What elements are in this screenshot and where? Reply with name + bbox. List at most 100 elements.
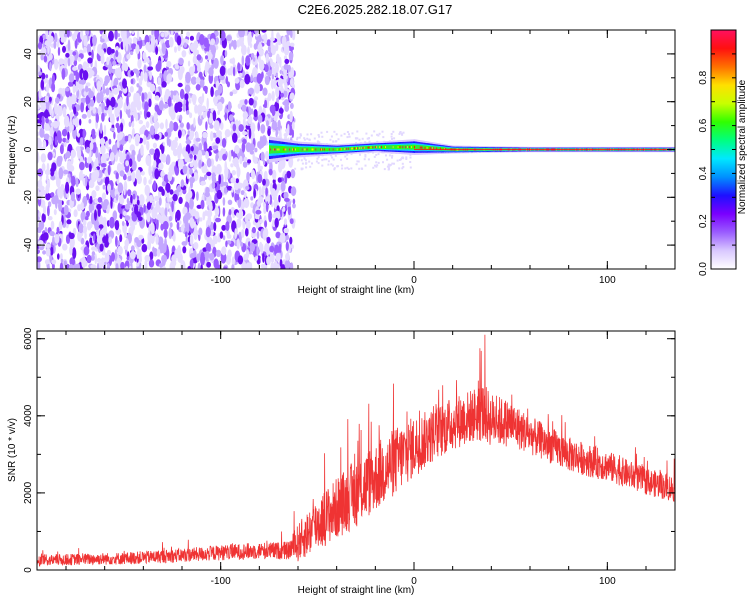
heatmap-cell — [292, 203, 296, 209]
heatmap-cell — [223, 187, 228, 194]
heatmap-cell — [245, 249, 250, 260]
heatmap-cell — [153, 121, 160, 129]
heatmap-cell — [439, 147, 441, 151]
heatmap-cell — [208, 116, 213, 124]
heatmap-cell — [342, 147, 344, 151]
heatmap-cell — [173, 140, 178, 149]
heatmap-cell — [195, 137, 201, 142]
heatmap-cell — [223, 266, 228, 269]
heatmap-cell — [232, 39, 237, 50]
heatmap-cell — [189, 130, 195, 138]
heatmap-cell — [42, 42, 45, 48]
heatmap-cell — [257, 173, 263, 184]
heatmap-cell — [110, 197, 113, 209]
heatmap-cell — [336, 165, 339, 168]
heatmap-cell — [204, 210, 208, 217]
heatmap-cell — [42, 232, 49, 241]
heatmap-cell — [388, 167, 390, 170]
heatmap-cell — [47, 125, 50, 131]
heatmap-cell — [271, 106, 276, 117]
heatmap-cell — [101, 112, 105, 122]
heatmap-cell — [147, 66, 154, 71]
heatmap-cell — [119, 234, 123, 243]
heatmap-cell — [388, 145, 391, 149]
heatmap-cell — [327, 160, 330, 163]
heatmap-cell — [224, 129, 231, 138]
heatmap-cell — [308, 160, 311, 163]
heatmap-cell — [44, 169, 51, 176]
heatmap-cell — [279, 145, 281, 153]
heatmap-cell — [226, 185, 233, 191]
heatmap-cell — [91, 254, 95, 261]
heatmap-cell — [37, 104, 40, 110]
heatmap-cell — [214, 206, 220, 217]
heatmap-cell — [207, 110, 210, 119]
heatmap-cell — [375, 161, 378, 164]
heatmap-cell — [230, 163, 234, 168]
heatmap-cell — [250, 122, 256, 133]
heatmap-cell — [186, 122, 190, 130]
heatmap-cell — [51, 263, 55, 269]
heatmap-cell — [239, 79, 245, 89]
heatmap-cell — [284, 173, 288, 184]
heatmap-cell — [265, 53, 269, 63]
heatmap-cell — [364, 141, 367, 144]
heatmap-cell — [115, 235, 118, 247]
heatmap-cell — [148, 179, 152, 185]
heatmap-cell — [42, 250, 47, 255]
heatmap-cell — [335, 140, 338, 143]
heatmap-cell — [85, 210, 90, 218]
heatmap-cell — [50, 220, 55, 230]
heatmap-cell — [200, 254, 205, 266]
heatmap-cell — [86, 146, 90, 154]
heatmap-cell — [222, 235, 226, 241]
heatmap-cell — [341, 147, 343, 151]
heatmap-cell — [134, 133, 141, 145]
heatmap-cell — [91, 246, 97, 251]
heatmap-cell — [96, 257, 102, 263]
heatmap-cell — [173, 30, 180, 33]
snr-frame — [36, 330, 676, 571]
heatmap-cell — [205, 242, 211, 252]
heatmap-cell — [246, 220, 251, 229]
heatmap-cell — [294, 167, 297, 170]
heatmap-cell — [184, 151, 189, 163]
heatmap-cell — [158, 100, 164, 111]
heatmap-cell — [222, 153, 228, 161]
heatmap-cell — [153, 160, 157, 168]
heatmap-cell — [268, 52, 273, 58]
heatmap-cell — [42, 139, 47, 150]
heatmap-cell — [222, 197, 226, 206]
heatmap-cell — [171, 145, 174, 150]
heatmap-cell — [265, 152, 269, 158]
heatmap-cell — [130, 194, 133, 204]
heatmap-cell — [132, 68, 139, 73]
heatmap-cell — [406, 144, 408, 150]
heatmap-cell — [287, 200, 291, 207]
heatmap-cell — [236, 39, 241, 48]
heatmap-cell — [159, 144, 164, 151]
heatmap-cell — [65, 181, 70, 194]
heatmap-cell — [350, 147, 352, 151]
heatmap-cell — [172, 193, 178, 202]
x-tick-label: 100 — [599, 576, 616, 587]
heatmap-cell — [372, 166, 375, 169]
heatmap-cell — [193, 154, 197, 161]
heatmap-cell — [82, 128, 86, 139]
heatmap-cell — [261, 30, 267, 33]
heatmap-cell — [125, 41, 129, 52]
heatmap-cell — [328, 147, 330, 152]
heatmap-cell — [275, 42, 279, 52]
heatmap-cell — [75, 146, 81, 152]
heatmap-cell — [306, 133, 309, 136]
heatmap-cell — [194, 223, 198, 233]
heatmap-cell — [45, 247, 51, 257]
heatmap-cell — [393, 145, 395, 150]
heatmap-cell — [393, 137, 396, 140]
y-tick-label: 6000 — [23, 327, 34, 350]
heatmap-cell — [299, 147, 302, 152]
heatmap-cell — [161, 254, 168, 264]
heatmap-cell — [370, 134, 373, 137]
